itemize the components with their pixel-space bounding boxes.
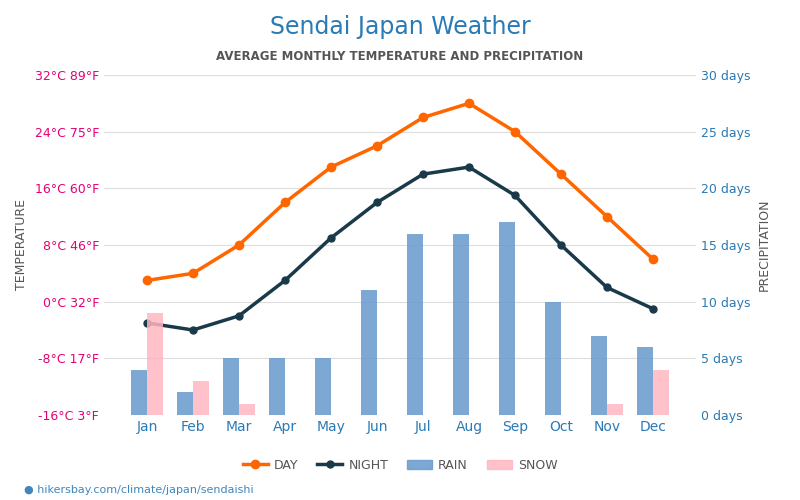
Bar — [269, 358, 285, 415]
Bar — [147, 313, 163, 415]
Bar — [315, 358, 331, 415]
Bar — [239, 404, 255, 415]
Bar — [177, 392, 193, 415]
Text: ● hikersbay.com/climate/japan/sendaishi: ● hikersbay.com/climate/japan/sendaishi — [24, 485, 254, 495]
Y-axis label: TEMPERATURE: TEMPERATURE — [15, 200, 28, 290]
Bar — [607, 404, 623, 415]
Bar — [591, 336, 607, 415]
Bar — [637, 347, 653, 415]
Bar — [131, 370, 147, 415]
Bar — [407, 234, 423, 415]
Bar — [361, 290, 377, 415]
Bar — [453, 234, 469, 415]
Bar — [545, 302, 561, 415]
Y-axis label: PRECIPITATION: PRECIPITATION — [758, 198, 770, 291]
Text: AVERAGE MONTHLY TEMPERATURE AND PRECIPITATION: AVERAGE MONTHLY TEMPERATURE AND PRECIPIT… — [216, 50, 584, 63]
Bar — [193, 381, 209, 415]
Legend: DAY, NIGHT, RAIN, SNOW: DAY, NIGHT, RAIN, SNOW — [238, 454, 562, 477]
Bar — [653, 370, 669, 415]
Bar — [223, 358, 239, 415]
Bar — [499, 222, 515, 415]
Text: Sendai Japan Weather: Sendai Japan Weather — [270, 15, 530, 39]
